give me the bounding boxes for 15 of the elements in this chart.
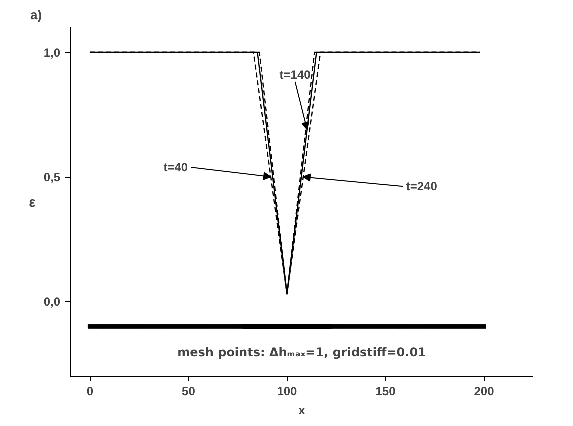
annotation: t=240 [406,180,438,194]
annotation: mesh points: Δhₘₐₓ=1, gridstiff=0.01 [178,345,426,360]
x-tick-label: 50 [182,384,196,398]
x-tick-label: 100 [277,384,298,398]
chart-title: a) [30,8,42,22]
y-axis-title: ε [29,194,36,210]
annotation: t=140 [280,68,312,82]
x-tick-label: 0 [86,384,94,398]
annotation: t=40 [164,160,188,175]
x-tick-label: 200 [474,384,495,398]
y-tick-label: 0,5 [44,170,61,185]
x-axis-title: x [298,404,306,418]
x-tick-label: 150 [376,384,396,398]
y-tick-label: 1,0 [44,46,61,60]
y-tick-label: 0,0 [44,295,61,310]
